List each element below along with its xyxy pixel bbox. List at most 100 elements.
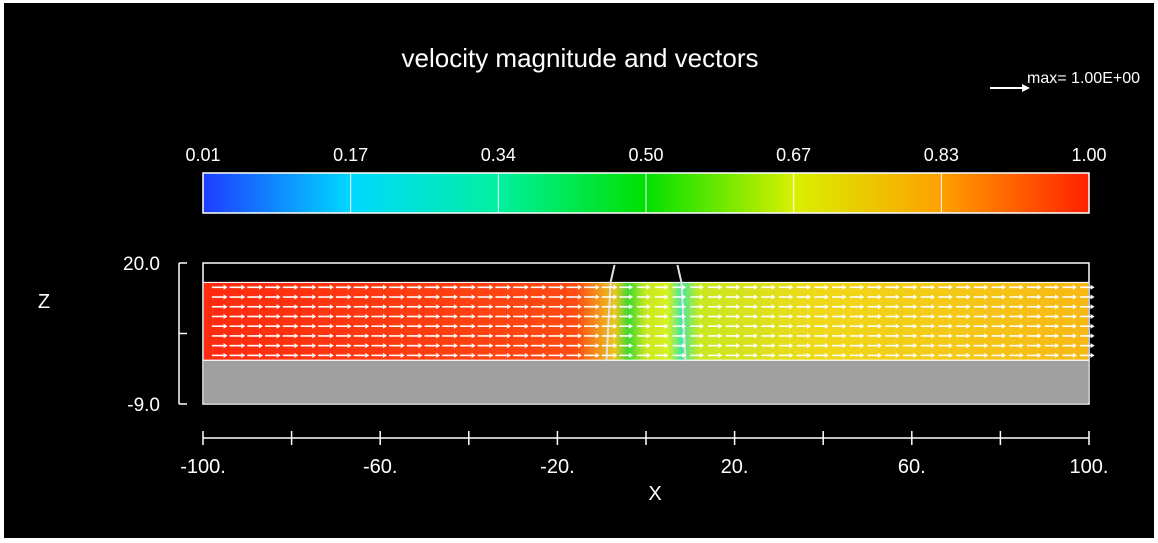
x-tick-label: 60.	[898, 456, 926, 478]
velocity-vector-head	[984, 313, 989, 319]
velocity-vector-head	[294, 343, 299, 349]
velocity-vector-head	[895, 323, 900, 329]
velocity-vector-head	[542, 294, 547, 300]
colorbar-tick-label: 0.50	[628, 145, 663, 165]
velocity-vector-head	[560, 313, 565, 319]
velocity-vector-head	[329, 284, 334, 290]
velocity-vector-head	[1072, 333, 1077, 339]
velocity-vector-head	[383, 313, 388, 319]
velocity-vector-head	[542, 323, 547, 329]
velocity-vector-head	[453, 343, 458, 349]
velocity-vector-head	[259, 304, 263, 310]
velocity-vector-head	[400, 284, 405, 290]
velocity-vector-head	[453, 313, 458, 319]
velocity-vector-head	[646, 343, 651, 349]
velocity-vector-head	[824, 313, 829, 319]
velocity-vector-head	[664, 304, 669, 310]
velocity-vector-head	[577, 304, 582, 310]
velocity-vector-head	[807, 333, 812, 339]
velocity-vector-head	[560, 352, 565, 358]
velocity-vector-head	[699, 323, 704, 329]
velocity-vector-head	[347, 352, 352, 358]
velocity-vector-head	[646, 284, 651, 290]
velocity-vector-head	[347, 294, 352, 300]
velocity-vector-head	[664, 333, 669, 339]
velocity-vector-head	[400, 304, 405, 310]
velocity-vector-head	[984, 304, 989, 310]
velocity-vector-head	[699, 333, 704, 339]
velocity-vector-head	[577, 343, 582, 349]
velocity-vector-head	[223, 323, 228, 329]
velocity-vector-head	[1001, 313, 1006, 319]
velocity-vector-head	[664, 352, 669, 358]
velocity-vector-head	[418, 304, 423, 310]
velocity-vector-head	[736, 333, 741, 339]
velocity-vector-head	[453, 323, 458, 329]
velocity-vector-head	[629, 352, 634, 358]
x-tick-label: -20.	[540, 456, 574, 478]
velocity-vector-head	[736, 284, 741, 290]
velocity-vector-head	[753, 352, 758, 358]
velocity-vector-head	[842, 333, 847, 339]
velocity-vector-head	[948, 352, 953, 358]
velocity-vector-head	[418, 294, 423, 300]
velocity-plot: velocity magnitude and vectors max= 1.00…	[38, 43, 1140, 505]
velocity-vector-head	[507, 284, 512, 290]
velocity-vector-head	[807, 304, 812, 310]
velocity-vector-head	[241, 352, 246, 358]
velocity-vector-head	[1037, 352, 1042, 358]
velocity-vector-head	[507, 304, 512, 310]
velocity-vector-head	[542, 304, 547, 310]
velocity-vector-head	[807, 352, 812, 358]
velocity-vector-head	[789, 313, 794, 319]
velocity-vector-head	[400, 323, 405, 329]
velocity-vector-head	[365, 352, 370, 358]
velocity-vector-head	[259, 352, 263, 358]
velocity-vector-head	[383, 323, 388, 329]
velocity-vector-head	[699, 294, 704, 300]
colorbar: 0.01 0.17 0.34 0.50 0.67 0.83 1.00	[185, 145, 1107, 214]
velocity-vector-head	[329, 343, 334, 349]
velocity-vector-head	[365, 343, 370, 349]
velocity-vector-head	[241, 343, 246, 349]
velocity-vector-head	[877, 313, 882, 319]
velocity-vector-head	[699, 343, 704, 349]
plot-area	[202, 262, 1095, 405]
velocity-vector-head	[789, 352, 794, 358]
velocity-vector-head	[877, 304, 882, 310]
velocity-vector-head	[913, 323, 918, 329]
velocity-vector-head	[718, 304, 723, 310]
x-tick-label: -60.	[363, 456, 397, 478]
velocity-vector-head	[1019, 304, 1024, 310]
velocity-vector-head	[1072, 352, 1077, 358]
velocity-vector-head	[524, 284, 529, 290]
velocity-vector-head	[577, 313, 582, 319]
velocity-vector-head	[241, 304, 246, 310]
velocity-vector-head	[913, 313, 918, 319]
velocity-vector-head	[312, 323, 317, 329]
velocity-vector-head	[471, 343, 476, 349]
velocity-vector-head	[223, 352, 228, 358]
velocity-vector-head	[294, 352, 299, 358]
velocity-vector-head	[259, 323, 263, 329]
velocity-vector-head	[629, 323, 634, 329]
velocity-vector-head	[524, 333, 529, 339]
velocity-vector-head	[1072, 294, 1077, 300]
velocity-vector-head	[682, 343, 687, 349]
velocity-vector-head	[966, 304, 971, 310]
velocity-vector-head	[560, 343, 565, 349]
velocity-vector-head	[347, 313, 352, 319]
velocity-vector-head	[471, 333, 476, 339]
velocity-vector-head	[699, 313, 704, 319]
velocity-vector-head	[753, 343, 758, 349]
velocity-vector-head	[613, 304, 618, 310]
velocity-vector-head	[329, 313, 334, 319]
velocity-vector-head	[682, 323, 687, 329]
velocity-vector-head	[824, 343, 829, 349]
velocity-vector-head	[718, 343, 723, 349]
velocity-vector-head	[1019, 284, 1024, 290]
velocity-vector-head	[276, 294, 281, 300]
velocity-vector-head	[1037, 333, 1042, 339]
velocity-vector-head	[699, 304, 704, 310]
velocity-vector-head	[577, 294, 582, 300]
